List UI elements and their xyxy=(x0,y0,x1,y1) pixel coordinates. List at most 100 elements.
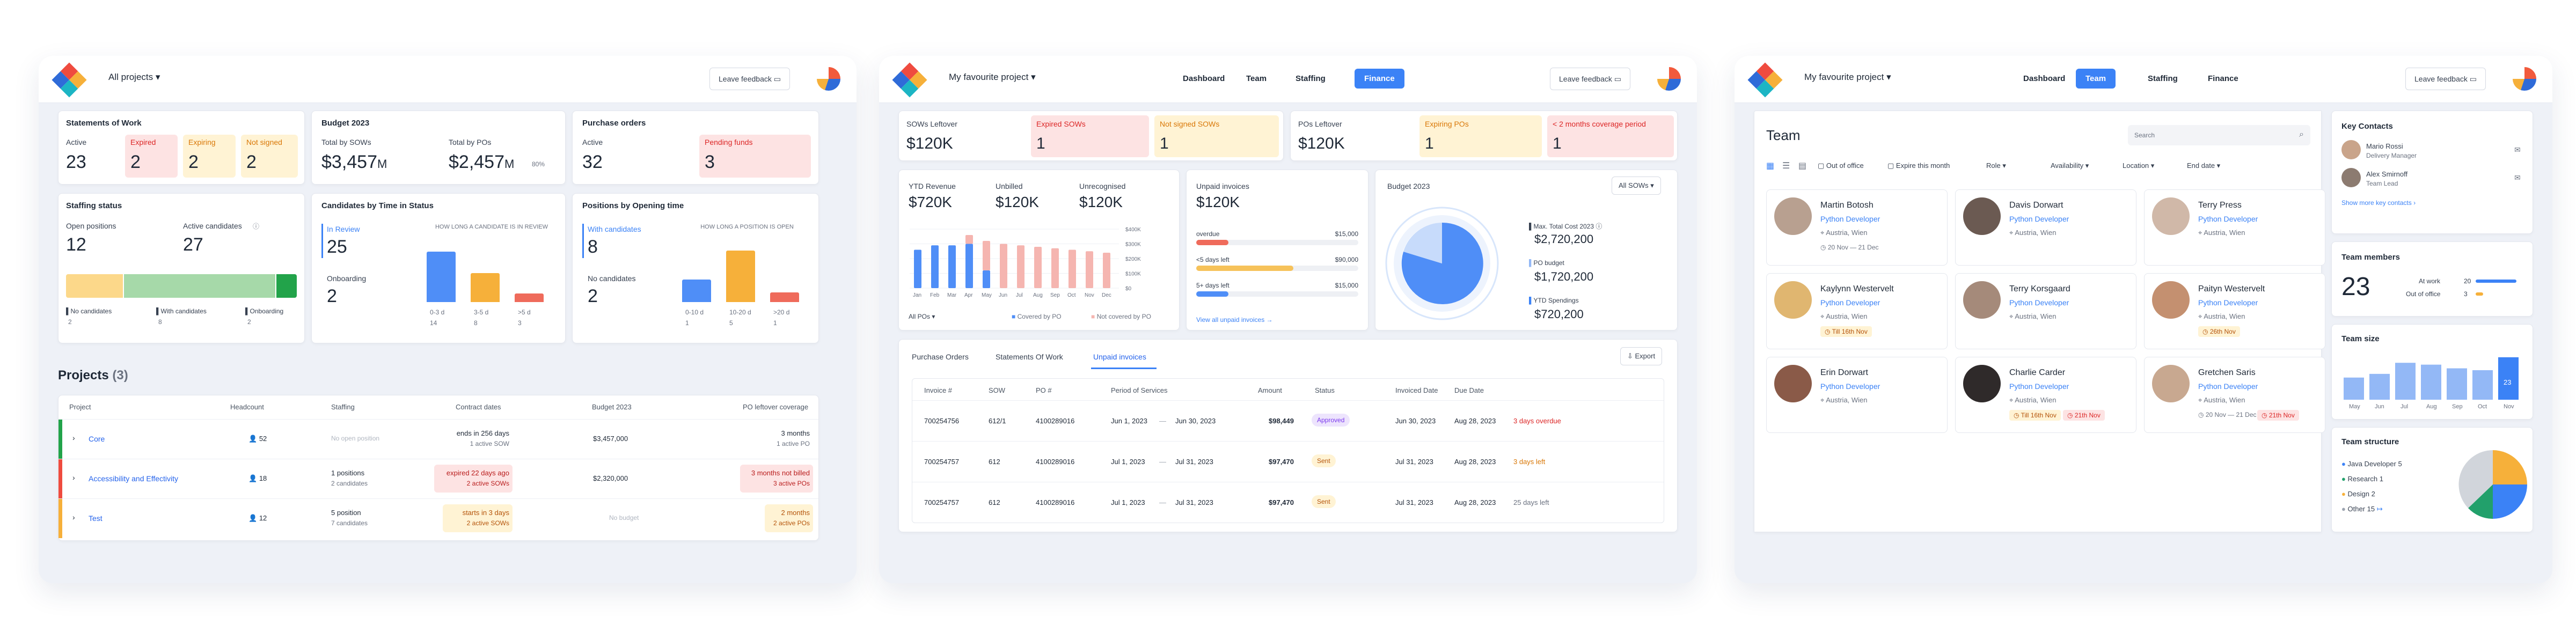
tab-dashboard[interactable]: Dashboard xyxy=(1183,74,1225,83)
info-icon[interactable]: ⓘ xyxy=(253,223,260,230)
x-tick-label: Jul xyxy=(2401,403,2408,410)
leave-feedback-button[interactable]: Leave feedback ▭ xyxy=(2405,68,2486,90)
mail-icon[interactable]: ✉ xyxy=(2514,145,2521,154)
column-header[interactable]: Due Date xyxy=(1454,386,1484,394)
team-member-card[interactable]: Gretchen Saris Python Developer ⌖ Austria,… xyxy=(2144,357,2325,433)
label[interactable]: With candidates xyxy=(588,225,641,233)
candidates-time-card[interactable]: Candidates by Time in Status In Review 2… xyxy=(311,193,566,343)
table-row[interactable]: 700254757 612 4100289016 Jul 1, 2023 — Jul 31… xyxy=(912,441,1664,482)
tab-staffing[interactable]: Staffing xyxy=(2148,74,2178,83)
avatar[interactable] xyxy=(2513,67,2536,91)
expired-box[interactable] xyxy=(125,135,178,178)
sow-filter-select[interactable]: All SOWs ▾ xyxy=(1612,177,1661,195)
table-row[interactable]: 700254756 612/1 4100289016 Jun 1, 2023 — Jun … xyxy=(912,400,1664,441)
team-member-card[interactable]: Davis Dorwart Python Developer ⌖ Austria, … xyxy=(1955,189,2136,266)
export-button[interactable]: ⇩ Export xyxy=(1620,347,1663,365)
pos-leftover-card[interactable]: POs Leftover $120K Expiring POs 1 < 2 mo… xyxy=(1290,111,1678,161)
avatar[interactable] xyxy=(1657,67,1681,91)
project-select[interactable]: My favourite project ▾ xyxy=(949,72,1036,82)
filter-5[interactable]: Location ▾ xyxy=(2123,161,2155,170)
value: 2 xyxy=(588,286,598,306)
tab-team[interactable]: Team xyxy=(2076,69,2116,89)
leave-feedback-button[interactable]: Leave feedback ▭ xyxy=(709,68,790,90)
tab-statements-of-work[interactable]: Statements Of Work xyxy=(996,352,1063,361)
label[interactable]: In Review xyxy=(327,225,360,233)
project-select[interactable]: My favourite project ▾ xyxy=(1804,72,1891,82)
not-covered-bar xyxy=(1103,253,1110,288)
tab-dashboard[interactable]: Dashboard xyxy=(2023,74,2066,83)
column-header[interactable]: Period of Services xyxy=(1111,386,1168,394)
value: 8 xyxy=(588,237,598,257)
avatar[interactable] xyxy=(817,67,840,91)
team-member-card[interactable]: Terry Press Python Developer ⌖ Austria, Wi… xyxy=(2144,189,2325,266)
sows-leftover-card[interactable]: SOWs Leftover $120K Expired SOWs 1 Not s… xyxy=(898,111,1284,161)
not-covered-bar xyxy=(1086,251,1093,288)
expiring-box[interactable] xyxy=(183,135,236,178)
leave-feedback-button[interactable]: Leave feedback ▭ xyxy=(1550,68,1630,90)
tab-staffing[interactable]: Staffing xyxy=(1296,74,1326,83)
column-header[interactable]: Amount xyxy=(1258,386,1282,394)
not-signed-box[interactable] xyxy=(241,135,298,178)
avatar xyxy=(2341,140,2361,159)
active-indicator xyxy=(582,224,584,258)
member-role: Python Developer xyxy=(2198,215,2258,223)
ytd-revenue-card[interactable]: YTD Revenue $720K Unbilled $120K Unrecog… xyxy=(898,170,1180,330)
staffing-status-card[interactable]: Staffing status Open positions 12 Active… xyxy=(58,193,305,343)
team-member-card[interactable]: Paityn Westervelt Python Developer ⌖ Austr… xyxy=(2144,273,2325,349)
separator: — xyxy=(1159,417,1166,425)
project-link[interactable]: Accessibility and Effectivity xyxy=(89,474,179,483)
unpaid-invoices-card[interactable]: Unpaid invoices $120K View all unpaid in… xyxy=(1186,170,1368,330)
tab-finance[interactable]: Finance xyxy=(1355,69,1404,89)
purchase-orders-card[interactable]: Purchase orders Active 32 Pending funds … xyxy=(572,111,819,185)
bar-value: 8 xyxy=(474,319,478,327)
list-view-icon[interactable]: ☰ xyxy=(1782,161,1790,171)
team-member-card[interactable]: Charlie Carder Python Developer ⌖ Austria,… xyxy=(1955,357,2136,433)
pending-funds-box[interactable] xyxy=(699,135,811,178)
search-input[interactable]: Search ⌕ xyxy=(2128,125,2310,145)
budget-card[interactable]: Budget 2023 Total by SOWs $3,457M Total … xyxy=(311,111,566,185)
column-header[interactable]: SOW xyxy=(989,386,1006,394)
label[interactable]: No candidates xyxy=(588,274,636,283)
show-more-link[interactable]: Show more key contacts › xyxy=(2341,199,2416,207)
team-member-card[interactable]: Kaylynn Westervelt Python Developer ⌖ Aust… xyxy=(1766,273,1948,349)
tab-unpaid-invoices[interactable]: Unpaid invoices xyxy=(1093,352,1146,361)
filter-3[interactable]: Role ▾ xyxy=(1986,161,2006,170)
filter-1[interactable]: ▢ Out of office xyxy=(1818,161,1864,170)
grid-view-icon[interactable]: ▦ xyxy=(1766,161,1775,171)
project-link[interactable]: Test xyxy=(89,514,103,523)
column-header[interactable]: Invoiced Date xyxy=(1395,386,1438,394)
team-member-card[interactable]: Terry Korsgaard Python Developer ⌖ Austria… xyxy=(1955,273,2136,349)
team-member-card[interactable]: Erin Dorwart Python Developer ⌖ Austria, W… xyxy=(1766,357,1948,433)
legend-value: 2 xyxy=(247,318,251,326)
bar xyxy=(726,251,755,302)
positions-opening-card[interactable]: Positions by Opening time With candidate… xyxy=(572,193,819,343)
label[interactable]: Onboarding xyxy=(327,274,367,283)
table-row[interactable]: › Test 👤 12 5 position 7 candidates star… xyxy=(58,498,818,538)
table-row[interactable]: 700254757 612 4100289016 Jul 1, 2023 — Jul 31… xyxy=(912,482,1664,523)
search-icon: ⌕ xyxy=(2299,130,2304,139)
tab-finance[interactable]: Finance xyxy=(2208,74,2238,83)
column-header[interactable]: Invoice # xyxy=(924,386,953,394)
cell: 612 xyxy=(989,458,1000,466)
cell: 612/1 xyxy=(989,417,1006,425)
separator: — xyxy=(1159,458,1166,466)
column-header[interactable]: PO # xyxy=(1036,386,1052,394)
po-filter-select[interactable]: All POs ▾ xyxy=(909,313,935,320)
calendar-view-icon[interactable]: ▤ xyxy=(1798,161,1807,171)
mail-icon[interactable]: ✉ xyxy=(2514,173,2521,182)
view-all-link[interactable]: View all unpaid invoices → xyxy=(1196,316,1273,324)
project-select[interactable]: All projects ▾ xyxy=(108,72,160,82)
budget-2023-card[interactable]: Budget 2023 All SOWs ▾ ▌Max. Total Cost … xyxy=(1375,170,1678,330)
table-row[interactable]: › Accessibility and Effectivity 👤 18 1 p… xyxy=(58,459,818,498)
filter-4[interactable]: Availability ▾ xyxy=(2051,161,2089,170)
team-member-card[interactable]: Martin Botosh Python Developer ⌖ Austria, … xyxy=(1766,189,1948,266)
table-row[interactable]: › Core 👤 52 No open position ends in 256… xyxy=(58,419,818,459)
tab-purchase-orders[interactable]: Purchase Orders xyxy=(912,352,969,361)
tab-team[interactable]: Team xyxy=(1246,74,1267,83)
column-header[interactable]: Status xyxy=(1315,386,1335,394)
filter-6[interactable]: End date ▾ xyxy=(2187,161,2221,170)
project-link[interactable]: Core xyxy=(89,435,105,443)
value: 12 xyxy=(66,234,86,255)
filter-2[interactable]: ▢ Expire this month xyxy=(1887,161,1950,170)
sow-card[interactable]: Statements of Work Active 23 Expired 2 E… xyxy=(58,111,305,185)
